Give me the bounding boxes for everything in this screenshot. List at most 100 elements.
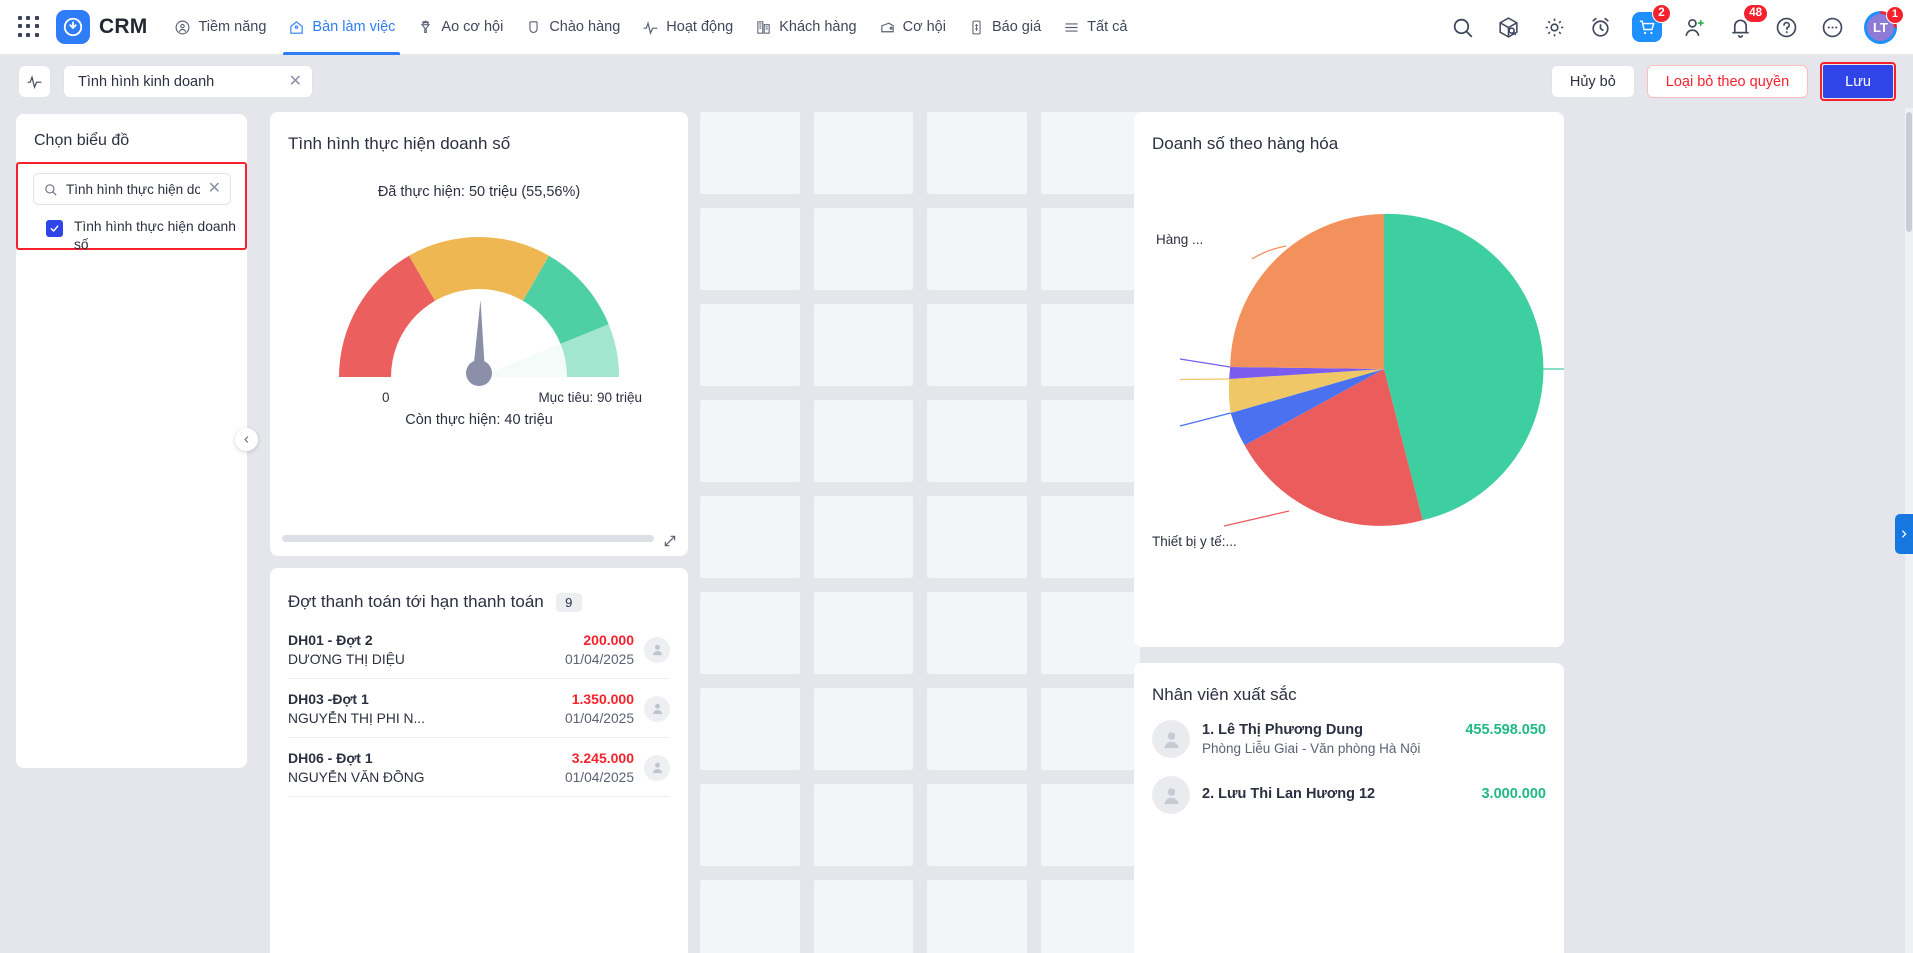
crm-logo-icon[interactable]	[56, 10, 90, 44]
dashboard-title-input[interactable]: Tình hình kinh doanh ✕	[63, 65, 313, 98]
cart-icon[interactable]: 2	[1632, 4, 1671, 42]
nav-item-bao-gia[interactable]: Báo giá	[957, 0, 1052, 55]
gear-icon[interactable]	[1540, 13, 1568, 41]
pie-label-hang: Hàng ...	[1156, 232, 1204, 247]
placeholder-cell	[927, 112, 1027, 194]
nav-label: Ao cơ hội	[441, 19, 504, 35]
placeholder-cell	[700, 304, 800, 386]
payment-top: DH01 - Đợt 2 200.000	[288, 632, 634, 648]
nav-label: Tiềm năng	[198, 19, 267, 35]
nav-item-tiem-nang[interactable]: Tiềm năng	[163, 0, 277, 55]
card-due-payments: Đợt thanh toán tới hạn thanh toán 9 DH01…	[270, 568, 688, 953]
chart-option-tinh-hinh-thuc-hien-doanh-so[interactable]: Tình hình thực hiện doanh số	[46, 218, 236, 254]
placeholder-cell	[700, 784, 800, 866]
placeholder-cell	[813, 880, 913, 953]
panel-title: Chọn biểu đồ	[34, 132, 130, 149]
search-icon	[45, 183, 57, 195]
card-title: Doanh số theo hàng hóa	[1152, 134, 1339, 153]
nav-item-hoat-dong[interactable]: Hoạt động	[631, 0, 744, 55]
panel-collapse-button[interactable]	[235, 428, 258, 451]
nav-label: Bàn làm việc	[312, 19, 396, 35]
payment-amount: 1.350.000	[571, 691, 634, 707]
dashboard-toolbar: Tình hình kinh doanh ✕ Hủy bỏ Loại bỏ th…	[0, 55, 1913, 108]
search-icon[interactable]	[1448, 13, 1476, 41]
nav-label: Khách hàng	[779, 19, 857, 35]
activity-pulse-icon[interactable]	[18, 65, 51, 98]
more-icon[interactable]	[1818, 13, 1846, 41]
chart-search-input[interactable]: Tình hình thực hiện do ✕	[33, 173, 231, 205]
remove-by-permission-button[interactable]: Loại bỏ theo quyền	[1646, 65, 1809, 98]
bell-badge: 48	[1743, 4, 1768, 23]
payment-row[interactable]: DH03 -Đợt 1 1.350.000 NGUYỄN THỊ PHI N... 0…	[288, 679, 670, 738]
nav-item-co-hoi[interactable]: Cơ hội	[868, 0, 957, 55]
placeholder-cell	[700, 208, 800, 290]
placeholder-cell	[1040, 688, 1140, 770]
employee-amount: 455.598.050	[1465, 722, 1546, 738]
payment-bottom: DƯƠNG THỊ DIỆU 01/04/2025	[288, 652, 634, 667]
placeholder-cell	[927, 784, 1027, 866]
employee-amount: 3.000.000	[1481, 785, 1546, 802]
placeholder-cell	[813, 688, 913, 770]
save-button[interactable]: Lưu	[1823, 65, 1893, 98]
chart-option-label: Tình hình thực hiện doanh số	[74, 219, 236, 252]
placeholder-cell	[813, 304, 913, 386]
add-user-icon[interactable]	[1680, 13, 1708, 41]
payment-bottom: NGUYỄN VĂN ĐỒNG 01/04/2025	[288, 770, 634, 785]
checkbox-checked[interactable]	[46, 220, 63, 237]
employee-row[interactable]: 2. Lưu Thi Lan Hương 12 3.000.000	[1152, 767, 1546, 823]
help-icon[interactable]	[1772, 13, 1800, 41]
nav-label: Báo giá	[991, 19, 1042, 35]
user-avatar[interactable]: LT 1	[1864, 5, 1904, 44]
bell-icon[interactable]: 48	[1726, 4, 1768, 41]
gauge-max-label: Mục tiêu: 90 triệu	[538, 390, 642, 405]
placeholder-cell	[927, 880, 1027, 953]
nav-item-ao-co-hoi[interactable]: Ao cơ hội	[406, 0, 514, 55]
placeholder-cell	[927, 592, 1027, 674]
clock-alarm-icon[interactable]	[1586, 13, 1614, 41]
user-avatar-icon	[644, 695, 670, 722]
nav-label: Tất cả	[1087, 19, 1128, 35]
close-icon[interactable]: ✕	[288, 72, 302, 90]
employee-row[interactable]: 1. Lê Thị Phương Dung 455.598.050 Phòng Li…	[1152, 711, 1546, 767]
payment-customer: NGUYỄN THỊ PHI N...	[288, 711, 425, 726]
card-title: Đợt thanh toán tới hạn thanh toán	[288, 592, 544, 611]
top-navigation-bar: CRM Tiềm năng Bàn làm việc Ao cơ hội Chà…	[0, 0, 1913, 55]
avatar-badge: 1	[1885, 5, 1904, 24]
resize-handle-icon[interactable]	[663, 534, 677, 548]
nav-item-chao-hang[interactable]: Chào hàng	[514, 0, 631, 55]
gauge-min-label: 0	[382, 390, 390, 405]
employee-name: 1. Lê Thị Phương Dung	[1202, 722, 1363, 738]
payment-row[interactable]: DH06 - Đợt 1 3.245.000 NGUYỄN VĂN ĐỒNG 01/0…	[288, 738, 670, 797]
dashboard-canvas: Tình hình thực hiện doanh số Đã thực hiệ…	[258, 108, 1913, 953]
package-search-icon[interactable]	[1494, 13, 1522, 41]
card-header: Đợt thanh toán tới hạn thanh toán 9	[270, 568, 688, 612]
nav-item-ban-lam-viec[interactable]: Bàn làm việc	[277, 0, 406, 55]
placeholder-cell	[1040, 784, 1140, 866]
brand-title: CRM	[99, 15, 148, 38]
payments-list: DH01 - Đợt 2 200.000 DƯƠNG THỊ DIỆU 01/04/2…	[270, 612, 688, 797]
placeholder-cell	[1040, 208, 1140, 290]
placeholder-cell	[813, 592, 913, 674]
card-sales-by-product: Doanh số theo hàng hóa Hàng ... Th	[1134, 112, 1564, 647]
scrollbar-thumb[interactable]	[1906, 112, 1912, 232]
gauge-achieved-text: Đã thực hiện: 50 triệu (55,56%)	[377, 184, 581, 200]
placeholder-cell	[1040, 304, 1140, 386]
payment-amount: 3.245.000	[571, 750, 634, 766]
nav-item-tat-ca[interactable]: Tất cả	[1052, 0, 1138, 55]
placeholder-cell	[813, 112, 913, 194]
gauge-chart: 0 Mục tiêu: 90 triệu	[314, 212, 644, 465]
placeholder-cell	[813, 496, 913, 578]
payment-row[interactable]: DH01 - Đợt 2 200.000 DƯƠNG THỊ DIỆU 01/04/2…	[288, 620, 670, 679]
right-panel-toggle[interactable]	[1895, 514, 1913, 554]
card-horizontal-scrollbar[interactable]	[282, 535, 654, 542]
payment-code: DH06 - Đợt 1	[288, 750, 373, 766]
grid-apps-icon[interactable]	[18, 16, 40, 38]
payment-code: DH03 -Đợt 1	[288, 691, 369, 707]
close-icon[interactable]: ✕	[207, 180, 221, 197]
employee-name: 2. Lưu Thi Lan Hương 12	[1202, 785, 1376, 802]
toolbar-actions: Hủy bỏ Loại bỏ theo quyền Lưu	[1550, 62, 1913, 101]
user-avatar-icon	[644, 754, 670, 781]
placeholder-cell	[700, 400, 800, 482]
cancel-button[interactable]: Hủy bỏ	[1550, 65, 1635, 98]
nav-item-khach-hang[interactable]: Khách hàng	[744, 0, 867, 55]
